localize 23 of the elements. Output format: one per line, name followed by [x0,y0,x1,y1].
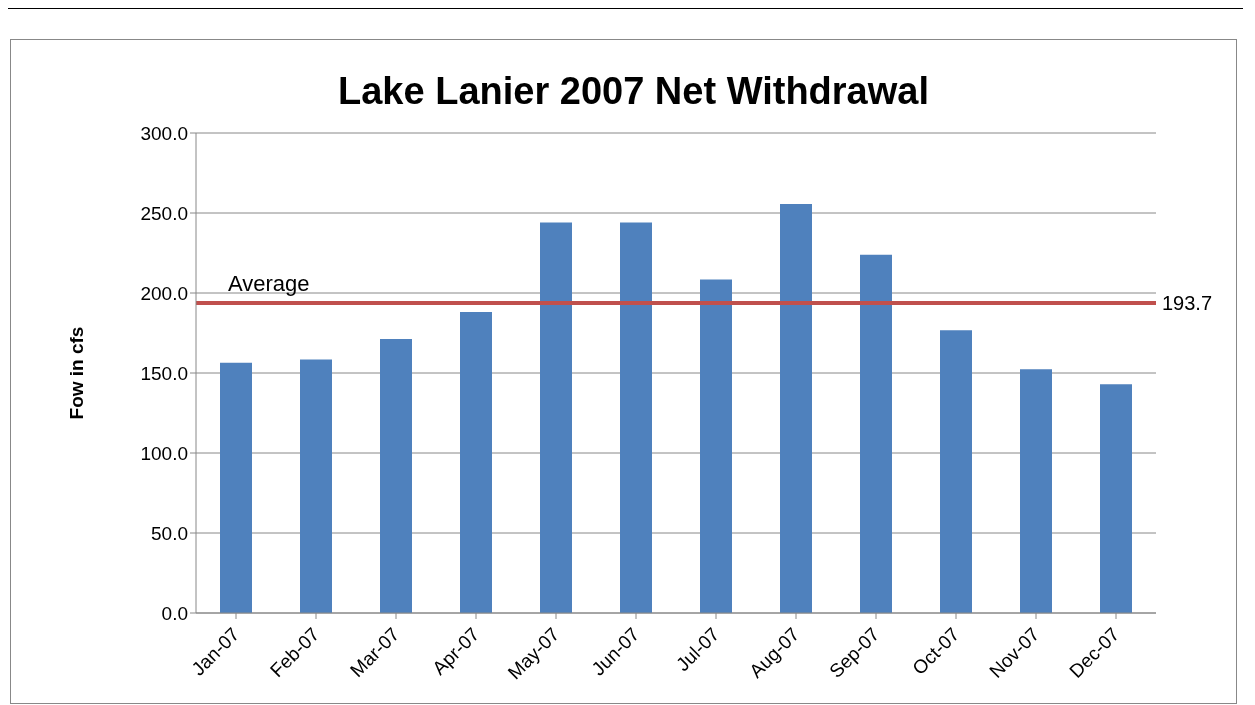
bar [460,312,492,613]
y-tick-label: 0.0 [161,602,188,624]
y-tick-label: 50.0 [151,522,188,544]
bar [1100,384,1132,613]
y-tick-label: 100.0 [140,442,188,464]
bar [780,204,812,613]
bar [300,359,332,613]
y-tick-label: 300.0 [140,122,188,144]
bar [620,222,652,613]
bar [220,362,252,613]
y-tick-label: 250.0 [140,202,188,224]
chart-title: Lake Lanier 2007 Net Withdrawal [337,69,930,113]
bar [700,279,732,613]
bar [1020,369,1052,613]
y-tick-label: 150.0 [140,362,188,384]
y-tick-label: 200.0 [140,282,188,304]
ref-line-label: Average [228,271,310,297]
bar [940,330,972,613]
y-axis-title: Fow in cfs [65,326,87,420]
text: 193.7 [1162,292,1213,315]
bar [540,222,572,613]
bar [860,254,892,613]
bar [380,338,412,613]
